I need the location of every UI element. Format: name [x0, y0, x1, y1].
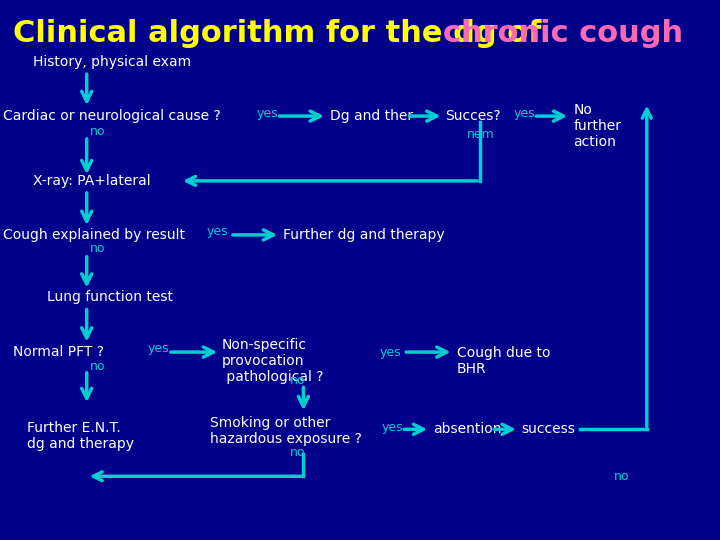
Text: X-ray: PA+lateral: X-ray: PA+lateral [33, 174, 151, 188]
Text: no: no [90, 125, 106, 138]
Text: Smoking or other
hazardous exposure ?: Smoking or other hazardous exposure ? [210, 416, 362, 446]
Text: yes: yes [148, 342, 170, 355]
Text: Further dg and therapy: Further dg and therapy [284, 228, 445, 242]
Text: no: no [90, 360, 106, 373]
Text: chronic cough: chronic cough [444, 19, 683, 48]
Text: no: no [290, 374, 305, 387]
Text: Non-specific
provocation
 pathological ?: Non-specific provocation pathological ? [222, 338, 323, 384]
Text: yes: yes [257, 107, 279, 120]
Text: success: success [521, 422, 575, 436]
Text: absention: absention [433, 422, 502, 436]
Text: Cough due to
BHR: Cough due to BHR [456, 346, 550, 376]
Text: Succes?: Succes? [446, 109, 501, 123]
Text: yes: yes [207, 225, 228, 238]
Text: Cardiac or neurological cause ?: Cardiac or neurological cause ? [4, 109, 221, 123]
Text: Lung function test: Lung function test [47, 290, 173, 304]
Text: yes: yes [380, 346, 402, 359]
Text: No
further
action: No further action [573, 103, 621, 149]
Text: yes: yes [382, 421, 403, 434]
Text: no: no [613, 470, 629, 483]
Text: Clinical algorithm for the dg of: Clinical algorithm for the dg of [14, 19, 552, 48]
Text: Dg and ther: Dg and ther [330, 109, 413, 123]
Text: Normal PFT ?: Normal PFT ? [14, 345, 104, 359]
Text: no: no [90, 242, 106, 255]
Text: Cough explained by result: Cough explained by result [4, 228, 185, 242]
Text: no: no [290, 446, 305, 459]
Text: History, physical exam: History, physical exam [33, 55, 192, 69]
Text: yes: yes [513, 107, 535, 120]
Text: nem: nem [467, 129, 495, 141]
Text: Further E.N.T.
dg and therapy: Further E.N.T. dg and therapy [27, 421, 134, 451]
